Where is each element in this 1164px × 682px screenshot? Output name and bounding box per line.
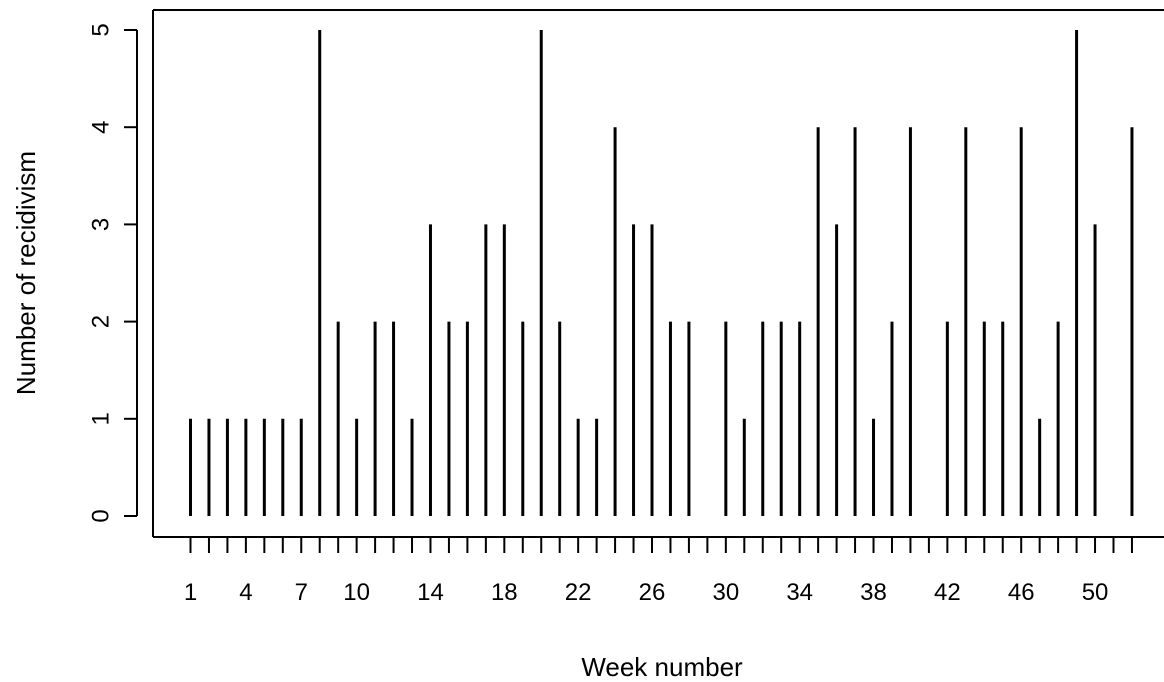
x-tick-label-38: 38	[860, 579, 887, 606]
x-tick-label-10: 10	[343, 579, 370, 606]
y-tick-label-0: 0	[87, 509, 114, 522]
x-tick-label-7: 7	[295, 579, 308, 606]
x-tick-label-50: 50	[1082, 579, 1109, 606]
x-tick-label-26: 26	[639, 579, 666, 606]
x-tick-label-4: 4	[239, 579, 252, 606]
bars-group	[189, 30, 1134, 516]
x-tick-label-18: 18	[491, 579, 518, 606]
y-tick-label-4: 4	[87, 121, 114, 134]
x-tick-label-42: 42	[934, 579, 961, 606]
y-tick-label-3: 3	[87, 218, 114, 231]
y-tick-label-5: 5	[87, 23, 114, 36]
x-tick-label-1: 1	[184, 579, 197, 606]
x-tick-label-46: 46	[1008, 579, 1035, 606]
plot-frame-group	[152, 9, 1164, 538]
y-axis-title: Number of recidivism	[11, 151, 41, 395]
y-tick-label-2: 2	[87, 315, 114, 328]
x-axis: 1 4 7 10 14 18 22 26 30 34 38 42 46 50	[184, 536, 1133, 606]
y-axis: 0 1 2 3 4 5	[87, 23, 138, 523]
x-tick-label-34: 34	[786, 579, 813, 606]
x-tick-label-22: 22	[565, 579, 592, 606]
x-tick-label-30: 30	[712, 579, 739, 606]
x-tick-label-14: 14	[417, 579, 444, 606]
y-tick-label-1: 1	[87, 412, 114, 425]
x-axis-title: Week number	[581, 652, 743, 682]
